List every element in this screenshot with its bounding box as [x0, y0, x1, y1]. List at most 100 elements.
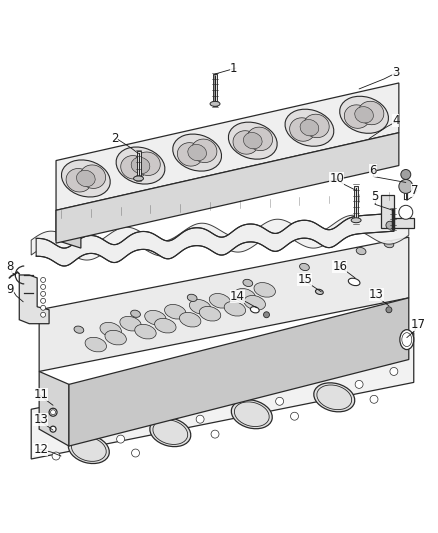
Ellipse shape	[191, 139, 217, 163]
Circle shape	[226, 391, 234, 399]
Ellipse shape	[100, 322, 121, 337]
Ellipse shape	[243, 279, 253, 287]
Circle shape	[67, 427, 75, 435]
Circle shape	[105, 395, 113, 403]
Ellipse shape	[358, 101, 384, 125]
Circle shape	[390, 367, 398, 375]
Ellipse shape	[150, 418, 191, 447]
Text: 3: 3	[392, 66, 399, 78]
Ellipse shape	[290, 118, 315, 141]
Text: 13: 13	[33, 413, 48, 426]
Ellipse shape	[234, 288, 255, 303]
Circle shape	[131, 449, 140, 457]
Ellipse shape	[135, 325, 156, 339]
Polygon shape	[56, 83, 399, 211]
Ellipse shape	[61, 160, 110, 197]
Ellipse shape	[173, 134, 222, 171]
Ellipse shape	[300, 119, 319, 136]
Polygon shape	[56, 133, 399, 243]
Text: 11: 11	[33, 388, 48, 401]
Circle shape	[385, 357, 393, 365]
Circle shape	[52, 452, 60, 460]
Polygon shape	[36, 213, 394, 266]
Ellipse shape	[116, 147, 165, 184]
Ellipse shape	[244, 133, 262, 149]
Text: 15: 15	[297, 273, 312, 286]
Text: 5: 5	[371, 190, 378, 203]
Ellipse shape	[231, 400, 272, 429]
Text: 10: 10	[329, 172, 344, 185]
Ellipse shape	[188, 144, 206, 161]
Ellipse shape	[145, 310, 166, 325]
Ellipse shape	[50, 426, 56, 432]
Ellipse shape	[49, 408, 57, 416]
Ellipse shape	[400, 330, 414, 350]
Ellipse shape	[155, 318, 176, 333]
Ellipse shape	[340, 96, 389, 133]
Text: 6: 6	[369, 164, 377, 177]
Polygon shape	[39, 237, 409, 372]
Ellipse shape	[77, 170, 95, 187]
Circle shape	[370, 395, 378, 403]
Polygon shape	[31, 333, 414, 459]
Circle shape	[276, 397, 283, 405]
Ellipse shape	[254, 282, 276, 297]
Text: 17: 17	[411, 318, 426, 331]
Polygon shape	[381, 196, 414, 228]
Ellipse shape	[348, 278, 360, 286]
Ellipse shape	[80, 165, 106, 188]
Ellipse shape	[105, 330, 127, 345]
Ellipse shape	[187, 294, 197, 302]
Circle shape	[399, 205, 413, 219]
Ellipse shape	[180, 312, 201, 327]
Ellipse shape	[85, 337, 106, 352]
Circle shape	[41, 278, 46, 282]
Ellipse shape	[165, 304, 186, 319]
Ellipse shape	[355, 107, 374, 123]
Ellipse shape	[134, 176, 144, 181]
Polygon shape	[69, 298, 409, 446]
Ellipse shape	[74, 326, 84, 333]
Ellipse shape	[351, 218, 361, 223]
Circle shape	[41, 292, 46, 296]
Ellipse shape	[244, 295, 265, 310]
Ellipse shape	[247, 127, 272, 151]
Ellipse shape	[224, 302, 246, 316]
Circle shape	[41, 312, 46, 317]
Circle shape	[264, 312, 269, 318]
Circle shape	[117, 435, 124, 443]
Ellipse shape	[315, 289, 323, 294]
Ellipse shape	[131, 310, 141, 317]
Ellipse shape	[199, 306, 221, 321]
Text: 8: 8	[7, 261, 14, 273]
Circle shape	[305, 374, 314, 382]
Polygon shape	[31, 215, 409, 260]
Circle shape	[355, 381, 363, 389]
Circle shape	[393, 324, 401, 332]
Ellipse shape	[121, 156, 146, 179]
Text: 9: 9	[7, 284, 14, 296]
Circle shape	[42, 408, 50, 416]
Circle shape	[399, 180, 413, 193]
Ellipse shape	[314, 383, 355, 412]
Polygon shape	[56, 211, 81, 248]
Ellipse shape	[233, 131, 259, 154]
Ellipse shape	[209, 294, 231, 308]
Ellipse shape	[228, 122, 277, 159]
Ellipse shape	[384, 240, 394, 248]
Circle shape	[146, 409, 155, 417]
Ellipse shape	[285, 109, 334, 146]
Ellipse shape	[120, 317, 141, 331]
Text: 16: 16	[332, 260, 347, 272]
Circle shape	[290, 412, 298, 420]
Ellipse shape	[68, 434, 110, 464]
Text: 13: 13	[369, 288, 384, 301]
Circle shape	[41, 298, 46, 303]
Ellipse shape	[304, 114, 329, 138]
Ellipse shape	[131, 157, 150, 174]
Text: 1: 1	[230, 61, 237, 75]
Ellipse shape	[134, 152, 160, 175]
Text: 12: 12	[33, 442, 48, 456]
Ellipse shape	[300, 263, 309, 271]
Text: 14: 14	[230, 290, 245, 303]
